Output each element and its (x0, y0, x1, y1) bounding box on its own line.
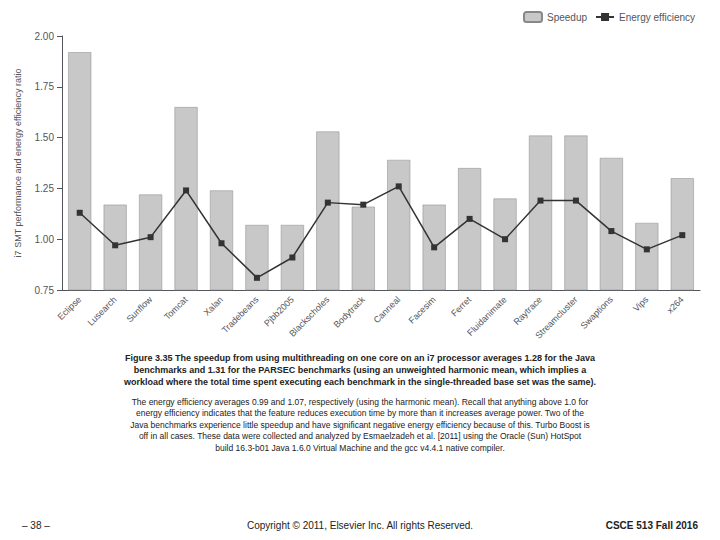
svg-text:Pjbb2005: Pjbb2005 (262, 294, 296, 328)
svg-text:CSCE 513 Fall 2016: CSCE 513 Fall 2016 (606, 520, 699, 531)
svg-text:1.50: 1.50 (35, 132, 55, 143)
svg-text:workload where the total time: workload where the total time spent exec… (123, 377, 596, 387)
svg-text:Xalan: Xalan (202, 294, 225, 317)
svg-text:Energy efficiency: Energy efficiency (619, 12, 695, 23)
svg-text:Java benchmarks experience lit: Java benchmarks experience little speedu… (130, 420, 590, 430)
svg-text:Sunflow: Sunflow (124, 294, 154, 324)
svg-text:Tradebeans: Tradebeans (220, 294, 261, 335)
svg-text:1.75: 1.75 (35, 81, 55, 92)
svg-text:build 16.3-b01 Java 1.6.0 Virt: build 16.3-b01 Java 1.6.0 Virtual Machin… (215, 443, 505, 453)
svg-text:Speedup: Speedup (547, 12, 587, 23)
svg-text:i7 SMT performance and energy: i7 SMT performance and energy efficiency… (13, 69, 23, 258)
svg-text:1.00: 1.00 (35, 234, 55, 245)
svg-text:off in all cases. These data w: off in all cases. These data were collec… (139, 431, 582, 441)
svg-text:1.25: 1.25 (35, 183, 55, 194)
svg-text:Vips: Vips (631, 294, 651, 314)
svg-text:Raytrace: Raytrace (512, 294, 544, 326)
svg-text:Fluidanimate: Fluidanimate (465, 294, 508, 337)
svg-text:Copyright © 2011, Elsevier Inc: Copyright © 2011, Elsevier Inc. All righ… (247, 520, 473, 531)
svg-text:Eclipse: Eclipse (56, 294, 84, 322)
svg-text:Lusearch: Lusearch (85, 294, 118, 327)
svg-text:Canneal: Canneal (372, 294, 403, 325)
svg-text:benchmarks and 1.31 for the PA: benchmarks and 1.31 for the PARSEC bench… (134, 365, 587, 375)
svg-text:Ferret: Ferret (449, 294, 473, 318)
svg-text:– 38 –: – 38 – (22, 520, 50, 531)
svg-text:Figure 3.35 The speedup from u: Figure 3.35 The speedup from using multi… (125, 353, 596, 363)
svg-text:energy efficiency indicates th: energy efficiency indicates that the fea… (136, 408, 584, 418)
svg-text:The energy efficiency averages: The energy efficiency averages 0.99 and … (132, 397, 589, 407)
svg-text:0.75: 0.75 (35, 285, 55, 296)
svg-text:Blackscholes: Blackscholes (287, 294, 332, 339)
svg-text:Streamcluster: Streamcluster (533, 294, 579, 340)
svg-text:x264: x264 (665, 294, 686, 315)
svg-text:Facesim: Facesim (407, 294, 438, 325)
svg-text:Tomcat: Tomcat (162, 294, 190, 322)
svg-text:Swaptions: Swaptions (579, 294, 616, 331)
svg-text:2.00: 2.00 (35, 31, 55, 42)
svg-text:Bodytrack: Bodytrack (331, 294, 367, 330)
